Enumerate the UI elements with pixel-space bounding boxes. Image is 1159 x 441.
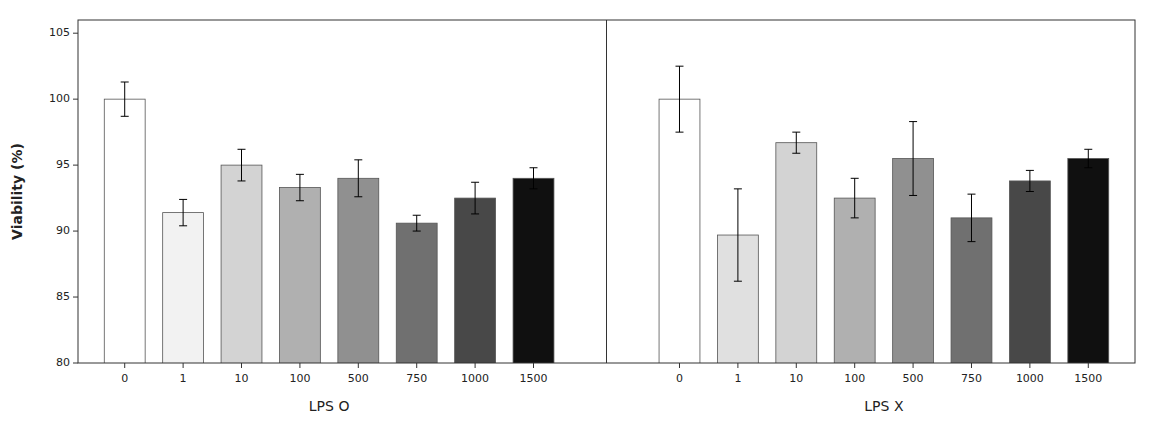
group-label: LPS X [864,398,904,414]
chart-container: 80859095100105011010050075010001500LPS O… [0,0,1159,441]
x-tick [679,363,680,368]
x-tick-label: 500 [903,372,924,385]
y-tick-label: 80 [56,356,70,369]
group-separator [606,20,607,363]
error-bar [792,132,800,153]
x-tick [358,363,359,368]
error-bar [1084,149,1092,167]
x-tick [854,363,855,368]
x-tick-label: 750 [406,372,427,385]
bar [776,143,817,363]
error-bar [1026,170,1034,191]
bar [163,213,204,363]
bar [396,223,437,363]
y-tick-label: 90 [56,224,70,237]
bar [221,165,262,363]
error-bar [967,194,975,241]
chart: 80859095100105011010050075010001500LPS O… [0,0,1159,441]
x-tick [1088,363,1089,368]
x-tick [796,363,797,368]
x-tick [1029,363,1030,368]
bar [455,198,496,363]
x-tick-label: 1 [734,372,741,385]
y-tick [73,33,78,34]
error-bar [909,122,917,196]
x-tick-label: 1000 [461,372,489,385]
bar [104,99,145,363]
error-bar [238,149,246,181]
error-bar [471,182,479,214]
error-bar [354,160,362,197]
plot-frame [78,20,1135,363]
y-tick [73,231,78,232]
group-label: LPS O [309,398,350,414]
error-bar [179,199,187,225]
bar [279,188,320,363]
x-tick-label: 10 [235,372,249,385]
y-tick-label: 85 [56,290,70,303]
y-tick [73,99,78,100]
x-tick-label: 10 [789,372,803,385]
y-tick [73,363,78,364]
x-tick [737,363,738,368]
x-tick [124,363,125,368]
bar [834,198,875,363]
x-tick-label: 100 [844,372,865,385]
bar [1068,159,1109,363]
x-tick-label: 0 [121,372,128,385]
x-tick-label: 1 [180,372,187,385]
x-tick [533,363,534,368]
x-tick-label: 750 [961,372,982,385]
error-bar [530,168,538,189]
x-tick-label: 1500 [1074,372,1102,385]
y-tick [73,165,78,166]
error-bar [296,174,304,200]
bar [1009,181,1050,363]
x-tick-label: 500 [348,372,369,385]
x-tick [241,363,242,368]
error-bar [675,66,683,132]
x-tick-label: 1500 [520,372,548,385]
x-tick [416,363,417,368]
x-tick [475,363,476,368]
x-tick-label: 1000 [1016,372,1044,385]
error-bar [851,178,859,218]
error-bar [413,215,421,231]
error-bar [734,189,742,281]
x-tick [971,363,972,368]
x-tick [183,363,184,368]
x-tick [299,363,300,368]
bar [338,178,379,363]
bar [513,178,554,363]
y-tick-label: 105 [49,26,70,39]
y-axis-label: Viability (%) [9,143,25,240]
x-tick-label: 100 [289,372,310,385]
y-tick-label: 100 [49,92,70,105]
y-tick-label: 95 [56,158,70,171]
bar [659,99,700,363]
error-bar [121,82,129,116]
x-tick-label: 0 [676,372,683,385]
y-tick [73,297,78,298]
x-tick [913,363,914,368]
